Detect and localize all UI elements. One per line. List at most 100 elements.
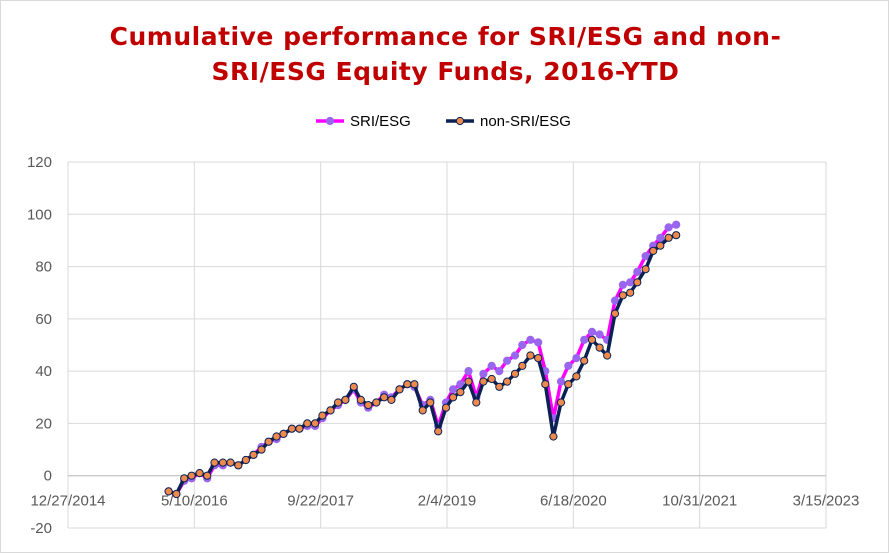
data-point: [418, 406, 427, 415]
data-point: [449, 393, 458, 402]
data-point: [380, 393, 389, 402]
data-point: [272, 432, 281, 441]
data-point: [187, 471, 196, 480]
data-point: [487, 361, 496, 370]
data-point: [526, 335, 535, 344]
data-point: [580, 356, 589, 365]
x-tick-label: 5/10/2016: [161, 493, 228, 510]
series-line-sri-esg: [168, 223, 677, 496]
legend-item-non-sri-esg-label: non-SRI/ESG: [480, 113, 571, 130]
data-point: [234, 461, 243, 470]
legend-item-non-sri-esg-marker: [455, 116, 465, 126]
y-tick-label: 80: [35, 259, 52, 276]
data-point: [572, 372, 581, 381]
data-point: [479, 377, 488, 386]
data-point: [426, 398, 435, 407]
data-point: [180, 474, 189, 483]
data-point: [664, 233, 673, 242]
data-point: [326, 406, 335, 415]
data-point: [472, 398, 481, 407]
data-point: [549, 432, 558, 441]
legend-item-sri-esg-marker: [325, 116, 335, 126]
data-point: [595, 343, 604, 352]
data-point: [249, 450, 258, 459]
y-tick-label: -20: [30, 520, 52, 537]
data-point: [595, 330, 604, 339]
data-point: [218, 458, 227, 467]
data-point: [541, 380, 550, 389]
data-point: [487, 374, 496, 384]
data-point: [464, 367, 473, 376]
data-point: [556, 377, 566, 386]
data-point: [356, 395, 365, 404]
data-point: [603, 351, 612, 360]
chart-title: Cumulative performance for SRI/ESG and n…: [1, 19, 889, 89]
data-point: [610, 296, 620, 305]
y-tick-label: 20: [35, 415, 52, 432]
data-point: [349, 382, 358, 391]
data-point: [618, 280, 628, 289]
data-point: [172, 489, 181, 499]
data-point: [318, 411, 327, 420]
data-point: [556, 398, 566, 407]
series-line-non-sri-esg: [168, 233, 677, 496]
data-point: [510, 351, 520, 360]
data-point: [164, 487, 173, 496]
data-point: [456, 380, 465, 389]
x-tick-label: 2/4/2019: [418, 493, 476, 510]
data-point: [626, 288, 635, 297]
data-point: [264, 437, 273, 446]
x-tick-label: 3/15/2023: [793, 493, 860, 510]
data-point: [295, 424, 304, 433]
data-point: [341, 395, 350, 404]
chart-title-line-2: SRI/ESG Equity Funds, 2016-YTD: [211, 57, 680, 86]
data-point: [580, 335, 589, 344]
data-point: [587, 335, 597, 344]
data-point: [610, 309, 620, 318]
data-point: [210, 458, 219, 467]
data-point: [534, 338, 543, 347]
data-point: [633, 267, 642, 276]
data-point: [303, 419, 312, 428]
data-point: [287, 424, 296, 433]
data-point: [364, 401, 373, 410]
data-point: [672, 231, 681, 240]
data-point: [572, 354, 581, 363]
data-point: [403, 380, 412, 389]
data-point: [495, 382, 504, 391]
y-tick-label: 120: [27, 154, 52, 171]
y-tick-label: 60: [35, 311, 52, 328]
x-tick-label: 9/22/2017: [287, 493, 354, 510]
data-point: [410, 380, 419, 389]
data-point: [641, 265, 650, 274]
data-point: [241, 455, 250, 465]
data-point: [226, 458, 235, 467]
data-point: [510, 369, 520, 378]
data-point: [518, 361, 527, 370]
data-point: [564, 380, 573, 389]
data-point: [195, 469, 204, 478]
data-point: [441, 403, 451, 412]
x-tick-label: 10/31/2021: [662, 493, 737, 510]
data-point: [203, 471, 212, 480]
data-point: [518, 340, 527, 350]
y-tick-label: 40: [35, 363, 52, 380]
data-point: [664, 223, 673, 232]
x-tick-label: 12/27/2014: [30, 493, 105, 510]
data-point: [495, 367, 504, 376]
legend-item-sri-esg-label: SRI/ESG: [350, 113, 411, 130]
data-point: [649, 246, 658, 255]
data-point: [456, 388, 465, 397]
data-point: [626, 278, 635, 287]
data-point: [672, 220, 681, 229]
data-point: [449, 385, 458, 394]
data-point: [503, 377, 512, 386]
y-tick-label: 100: [27, 206, 52, 223]
data-point: [656, 233, 665, 242]
data-point: [279, 429, 288, 438]
data-point: [434, 427, 443, 436]
data-point: [534, 354, 543, 363]
data-point: [633, 278, 642, 287]
